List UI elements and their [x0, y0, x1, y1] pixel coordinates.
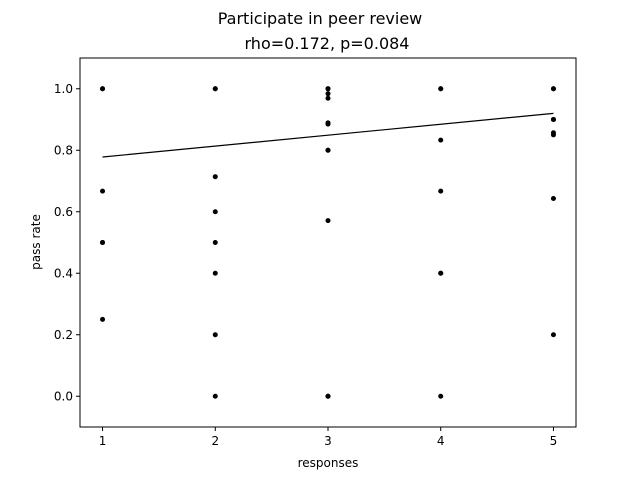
data-point-1: [100, 86, 106, 92]
data-point-11: [212, 270, 218, 276]
data-point-31: [438, 393, 444, 399]
x-axis: 1 2 3 4 5: [99, 427, 558, 448]
y-tick-label: 0.8: [54, 143, 73, 157]
data-point-24: [325, 393, 331, 399]
data-point-19: [325, 121, 331, 127]
y-tick-label: 1.0: [54, 82, 73, 96]
data-point-2: [100, 188, 106, 194]
data-point-5: [100, 316, 106, 322]
data-point-21: [325, 147, 331, 153]
data-point-27: [438, 137, 444, 143]
x-tick-label: 4: [437, 434, 445, 448]
x-tick-label: 1: [99, 434, 107, 448]
chart-subtitle: rho=0.172, p=0.084: [245, 34, 410, 53]
x-axis-label: responses: [298, 456, 359, 470]
y-tick-label: 0.0: [54, 389, 73, 403]
data-point-35: [550, 117, 556, 122]
data-point-8: [212, 174, 218, 180]
data-point-26: [438, 86, 444, 92]
plot-frame: [79, 57, 577, 428]
data-point-16: [325, 91, 331, 97]
x-tick-label: 5: [550, 434, 558, 448]
data-point-13: [212, 393, 218, 399]
x-tick-label: 2: [211, 434, 219, 448]
data-point-7: [212, 86, 218, 92]
data-point-30: [438, 270, 444, 276]
data-point-12: [212, 332, 218, 338]
data-point-10: [212, 240, 218, 245]
data-point-15: [325, 86, 331, 92]
data-point-28: [438, 188, 444, 194]
x-tick-label: 3: [324, 434, 332, 448]
data-point-38: [550, 196, 556, 202]
y-tick-label: 0.2: [54, 328, 73, 342]
data-point-4: [100, 240, 106, 245]
data-point-9: [212, 209, 218, 215]
data-point-37: [550, 132, 556, 138]
data-point-33: [550, 86, 556, 92]
chart-title: Participate in peer review: [218, 9, 423, 28]
plot-content: [100, 86, 556, 399]
data-point-17: [325, 95, 331, 101]
trend-line: [102, 112, 554, 158]
y-tick-label: 0.6: [54, 205, 73, 219]
y-axis: 0.0 0.2 0.4 0.6 0.8 1.0: [54, 82, 80, 403]
data-point-22: [325, 218, 331, 224]
y-tick-label: 0.4: [54, 266, 73, 280]
y-axis-label: pass rate: [29, 214, 43, 270]
data-point-39: [550, 332, 556, 338]
